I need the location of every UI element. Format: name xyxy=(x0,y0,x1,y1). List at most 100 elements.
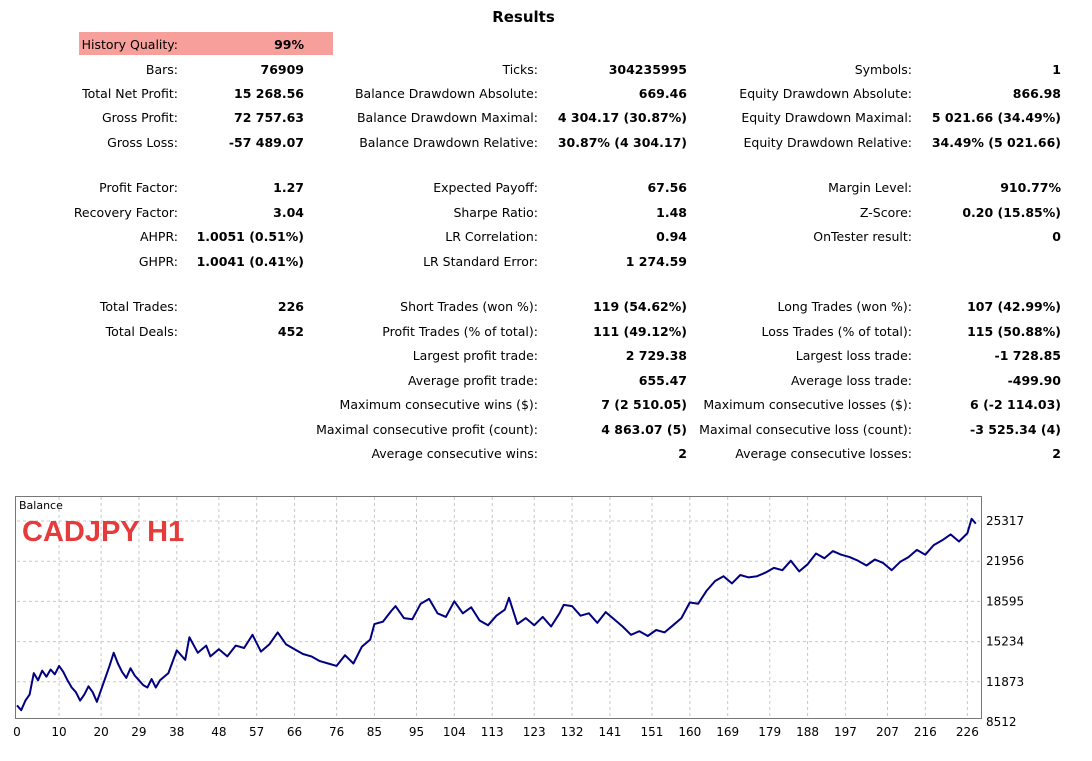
ticks-value: 304235995 xyxy=(608,62,687,77)
recovery-factor-label: Recovery Factor: xyxy=(73,205,178,220)
largest-profit-trade-value: 2 729.38 xyxy=(625,348,687,363)
x-tick-label: 95 xyxy=(409,725,424,739)
x-tick-label: 216 xyxy=(914,725,937,739)
sharpe-ratio-value: 1.48 xyxy=(656,205,687,220)
y-tick-label: 21956 xyxy=(986,554,1024,568)
x-tick-label: 38 xyxy=(169,725,184,739)
average-profit-trade-label: Average profit trade: xyxy=(407,373,538,388)
x-tick-label: 20 xyxy=(93,725,108,739)
equity-drawdown-absolute-value: 866.98 xyxy=(1012,86,1061,101)
max-consecutive-wins-label: Maximum consecutive wins ($): xyxy=(339,397,538,412)
ticks-label: Ticks: xyxy=(502,62,538,77)
equity-drawdown-maximal-value: 5 021.66 (34.49%) xyxy=(931,110,1061,125)
x-tick-label: 123 xyxy=(523,725,546,739)
average-consecutive-wins-value: 2 xyxy=(678,446,687,461)
equity-drawdown-relative-label: Equity Drawdown Relative: xyxy=(743,135,912,150)
x-tick-label: 151 xyxy=(641,725,664,739)
short-trades-value: 119 (54.62%) xyxy=(593,299,687,314)
average-loss-trade-label: Average loss trade: xyxy=(791,373,912,388)
bars-value: 76909 xyxy=(260,62,305,77)
x-tick-label: 207 xyxy=(876,725,899,739)
expected-payoff-label: Expected Payoff: xyxy=(433,180,538,195)
x-tick-label: 141 xyxy=(598,725,621,739)
ahpr-label: AHPR: xyxy=(139,229,178,244)
chart-title: Balance xyxy=(19,499,63,512)
z-score-value: 0.20 (15.85%) xyxy=(962,205,1061,220)
symbols-label: Symbols: xyxy=(854,62,912,77)
average-consecutive-wins-label: Average consecutive wins: xyxy=(371,446,538,461)
ontester-result-label: OnTester result: xyxy=(813,229,912,244)
ontester-result-value: 0 xyxy=(1052,229,1061,244)
x-tick-label: 0 xyxy=(13,725,21,739)
x-tick-label: 29 xyxy=(131,725,146,739)
max-consecutive-losses-label: Maximum consecutive losses ($): xyxy=(703,397,912,412)
largest-loss-trade-label: Largest loss trade: xyxy=(795,348,912,363)
chart-symbol-annotation: CADJPY H1 xyxy=(22,516,185,548)
expected-payoff-value: 67.56 xyxy=(647,180,687,195)
y-tick-label: 25317 xyxy=(986,514,1024,528)
balance-drawdown-absolute-label: Balance Drawdown Absolute: xyxy=(354,86,538,101)
lr-correlation-label: LR Correlation: xyxy=(445,229,538,244)
loss-trades-label: Loss Trades (% of total): xyxy=(761,324,912,339)
lr-standard-error-label: LR Standard Error: xyxy=(423,254,538,269)
y-tick-label: 15234 xyxy=(986,635,1024,649)
total-deals-label: Total Deals: xyxy=(105,324,178,339)
maximal-consecutive-profit-label: Maximal consecutive profit (count): xyxy=(316,422,538,437)
symbols-value: 1 xyxy=(1052,62,1061,77)
x-tick-label: 104 xyxy=(443,725,466,739)
average-loss-trade-value: -499.90 xyxy=(1007,373,1061,388)
gross-loss-label: Gross Loss: xyxy=(107,135,178,150)
balance-drawdown-relative-value: 30.87% (4 304.17) xyxy=(557,135,687,150)
profit-trades-value: 111 (49.12%) xyxy=(593,324,687,339)
max-consecutive-losses-value: 6 (-2 114.03) xyxy=(970,397,1061,412)
maximal-consecutive-loss-label: Maximal consecutive loss (count): xyxy=(699,422,912,437)
total-deals-value: 452 xyxy=(277,324,304,339)
maximal-consecutive-profit-value: 4 863.07 (5) xyxy=(601,422,687,437)
profit-factor-label: Profit Factor: xyxy=(99,180,178,195)
x-tick-label: 85 xyxy=(367,725,382,739)
average-consecutive-losses-label: Average consecutive losses: xyxy=(735,446,912,461)
loss-trades-value: 115 (50.88%) xyxy=(967,324,1061,339)
ahpr-value: 1.0051 (0.51%) xyxy=(196,229,304,244)
short-trades-label: Short Trades (won %): xyxy=(400,299,538,314)
ghpr-value: 1.0041 (0.41%) xyxy=(196,254,304,269)
maximal-consecutive-loss-value: -3 525.34 (4) xyxy=(970,422,1061,437)
x-tick-label: 132 xyxy=(561,725,584,739)
total-trades-value: 226 xyxy=(277,299,304,314)
x-tick-label: 66 xyxy=(287,725,302,739)
x-tick-label: 57 xyxy=(249,725,264,739)
total-net-profit-label: Total Net Profit: xyxy=(82,86,178,101)
z-score-label: Z-Score: xyxy=(859,205,912,220)
max-consecutive-wins-value: 7 (2 510.05) xyxy=(601,397,687,412)
sharpe-ratio-label: Sharpe Ratio: xyxy=(453,205,538,220)
balance-drawdown-maximal-value: 4 304.17 (30.87%) xyxy=(557,110,687,125)
margin-level-label: Margin Level: xyxy=(828,180,912,195)
y-tick-label: 11873 xyxy=(986,675,1024,689)
x-tick-label: 179 xyxy=(758,725,781,739)
average-profit-trade-value: 655.47 xyxy=(638,373,687,388)
balance-drawdown-relative-label: Balance Drawdown Relative: xyxy=(359,135,538,150)
equity-drawdown-maximal-label: Equity Drawdown Maximal: xyxy=(741,110,912,125)
equity-drawdown-relative-value: 34.49% (5 021.66) xyxy=(931,135,1061,150)
total-trades-label: Total Trades: xyxy=(99,299,178,314)
x-tick-label: 226 xyxy=(956,725,979,739)
balance-drawdown-absolute-value: 669.46 xyxy=(638,86,687,101)
x-tick-label: 160 xyxy=(678,725,701,739)
total-net-profit-value: 15 268.56 xyxy=(234,86,304,101)
long-trades-label: Long Trades (won %): xyxy=(777,299,912,314)
history-quality-value: 99% xyxy=(274,37,304,52)
lr-standard-error-value: 1 274.59 xyxy=(625,254,687,269)
x-tick-label: 76 xyxy=(329,725,344,739)
bars-label: Bars: xyxy=(145,62,178,77)
largest-loss-trade-value: -1 728.85 xyxy=(994,348,1061,363)
x-tick-label: 197 xyxy=(834,725,857,739)
balance-line xyxy=(16,517,977,712)
profit-trades-label: Profit Trades (% of total): xyxy=(382,324,538,339)
history-quality-label: History Quality: xyxy=(81,37,178,52)
margin-level-value: 910.77% xyxy=(1000,180,1061,195)
largest-profit-trade-label: Largest profit trade: xyxy=(412,348,538,363)
x-tick-label: 10 xyxy=(51,725,66,739)
average-consecutive-losses-value: 2 xyxy=(1052,446,1061,461)
long-trades-value: 107 (42.99%) xyxy=(967,299,1061,314)
